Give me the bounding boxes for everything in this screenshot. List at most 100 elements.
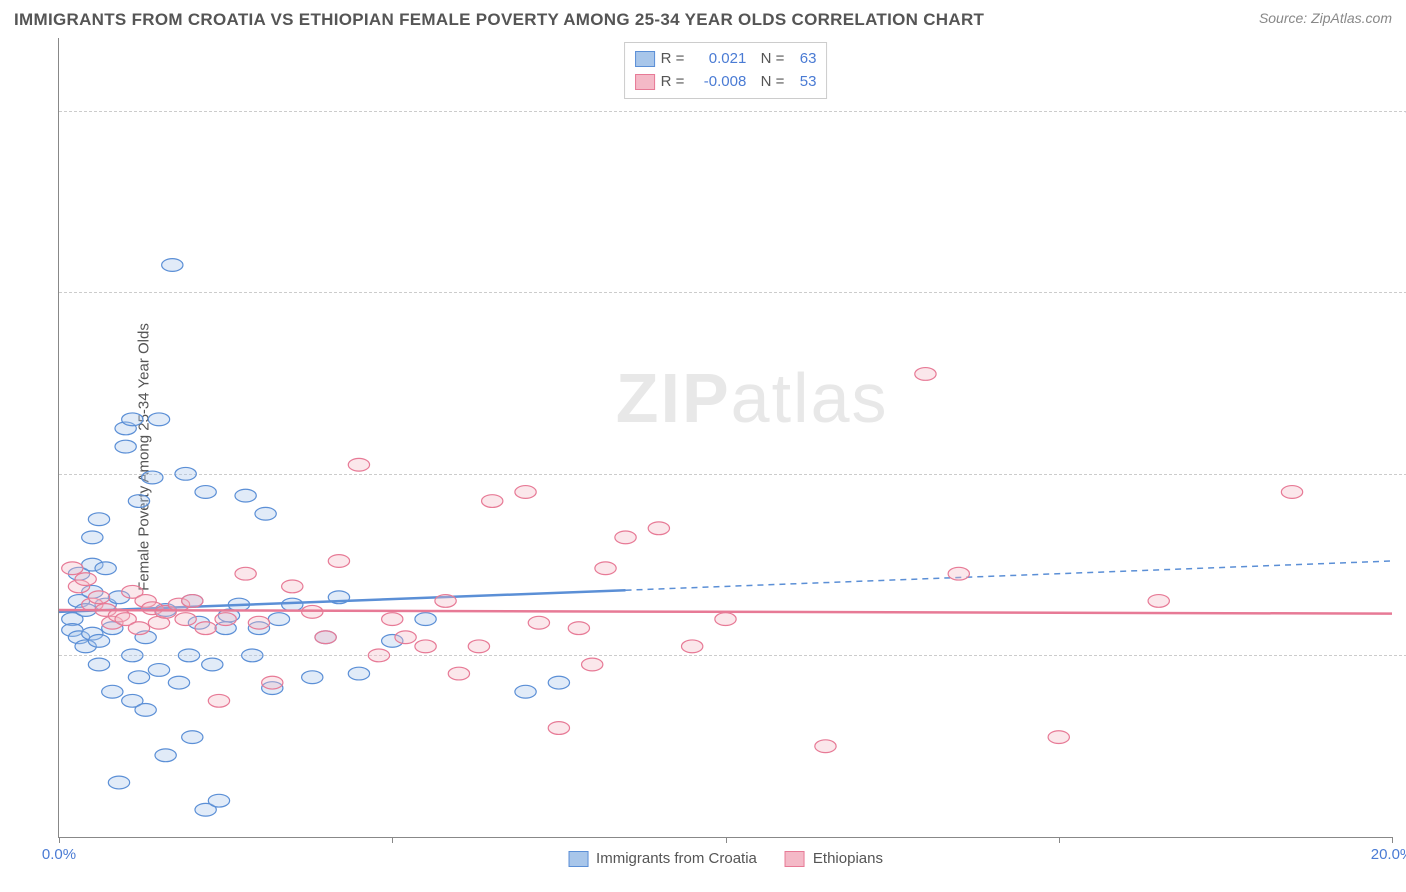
scatter-point: [242, 649, 263, 662]
x-tick: [726, 837, 727, 843]
correlation-legend: R =0.021 N = 63 R =-0.008 N = 53: [624, 42, 828, 99]
chart-container: Female Poverty Among 25-34 Year Olds ZIP…: [14, 38, 1392, 876]
scatter-point: [282, 580, 303, 593]
legend-r-label: R =: [661, 48, 685, 71]
legend-swatch: [635, 74, 655, 90]
scatter-point: [948, 567, 969, 580]
scatter-point: [195, 486, 216, 499]
series-legend-item: Ethiopians: [785, 850, 883, 867]
scatter-point: [88, 591, 109, 604]
scatter-point: [395, 631, 416, 644]
scatter-point: [88, 513, 109, 526]
plot-svg: [59, 38, 1392, 837]
legend-r-value: 0.021: [690, 48, 746, 71]
scatter-point: [415, 613, 436, 626]
legend-n-label: N =: [752, 48, 784, 71]
scatter-point: [568, 622, 589, 635]
scatter-point: [582, 658, 603, 671]
scatter-point: [682, 640, 703, 653]
scatter-point: [1048, 731, 1069, 744]
scatter-point: [128, 495, 149, 508]
scatter-point: [128, 671, 149, 684]
legend-r-value: -0.008: [690, 71, 746, 94]
scatter-point: [248, 616, 269, 629]
legend-swatch: [635, 51, 655, 67]
x-tick: [392, 837, 393, 843]
scatter-point: [142, 471, 163, 484]
scatter-point: [115, 440, 136, 453]
scatter-point: [515, 486, 536, 499]
scatter-point: [255, 507, 276, 520]
plot-area: ZIPatlas R =0.021 N =63R =-0.008 N =53 I…: [58, 38, 1392, 838]
scatter-point: [182, 595, 203, 608]
scatter-point: [435, 595, 456, 608]
legend-r-label: R =: [661, 71, 685, 94]
scatter-point: [348, 458, 369, 471]
source-attribution: Source: ZipAtlas.com: [1259, 10, 1392, 26]
x-tick-label: 0.0%: [42, 846, 76, 863]
scatter-point: [208, 794, 229, 807]
scatter-point: [648, 522, 669, 535]
scatter-point: [368, 649, 389, 662]
scatter-point: [202, 658, 223, 671]
scatter-point: [235, 489, 256, 502]
correlation-legend-row: R =0.021 N = 63: [635, 48, 817, 71]
scatter-point: [195, 622, 216, 635]
scatter-point: [482, 495, 503, 508]
scatter-point: [62, 562, 83, 575]
scatter-point: [548, 676, 569, 689]
scatter-point: [915, 368, 936, 381]
scatter-point: [148, 664, 169, 677]
series-legend-label: Ethiopians: [813, 850, 883, 867]
scatter-point: [548, 722, 569, 735]
scatter-point: [168, 676, 189, 689]
legend-swatch: [568, 851, 588, 867]
scatter-point: [415, 640, 436, 653]
scatter-point: [715, 613, 736, 626]
legend-n-label: N =: [752, 71, 784, 94]
series-legend-item: Immigrants from Croatia: [568, 850, 757, 867]
scatter-point: [468, 640, 489, 653]
scatter-point: [122, 649, 143, 662]
scatter-point: [95, 562, 116, 575]
scatter-point: [515, 685, 536, 698]
legend-n-value: 53: [790, 71, 816, 94]
scatter-point: [615, 531, 636, 544]
scatter-point: [1148, 595, 1169, 608]
scatter-point: [328, 555, 349, 568]
scatter-point: [102, 685, 123, 698]
scatter-point: [148, 413, 169, 426]
scatter-point: [235, 567, 256, 580]
scatter-point: [175, 613, 196, 626]
scatter-point: [108, 776, 129, 789]
chart-title: IMMIGRANTS FROM CROATIA VS ETHIOPIAN FEM…: [14, 10, 984, 30]
legend-n-value: 63: [790, 48, 816, 71]
series-legend-label: Immigrants from Croatia: [596, 850, 757, 867]
x-tick: [1392, 837, 1393, 843]
scatter-point: [122, 413, 143, 426]
scatter-point: [595, 562, 616, 575]
x-tick-label: 20.0%: [1371, 846, 1406, 863]
scatter-point: [315, 631, 336, 644]
scatter-point: [175, 467, 196, 480]
legend-swatch: [785, 851, 805, 867]
scatter-point: [128, 622, 149, 635]
scatter-point: [162, 259, 183, 272]
scatter-point: [1281, 486, 1302, 499]
trend-line-dashed: [626, 561, 1392, 590]
x-tick: [59, 837, 60, 843]
scatter-point: [268, 613, 289, 626]
scatter-point: [215, 613, 236, 626]
scatter-point: [88, 658, 109, 671]
scatter-point: [178, 649, 199, 662]
scatter-point: [302, 671, 323, 684]
scatter-point: [208, 694, 229, 707]
scatter-point: [815, 740, 836, 753]
scatter-point: [88, 634, 109, 647]
scatter-point: [135, 703, 156, 716]
scatter-point: [262, 676, 283, 689]
scatter-point: [75, 573, 96, 586]
scatter-point: [282, 598, 303, 611]
x-tick: [1059, 837, 1060, 843]
correlation-legend-row: R =-0.008 N = 53: [635, 71, 817, 94]
